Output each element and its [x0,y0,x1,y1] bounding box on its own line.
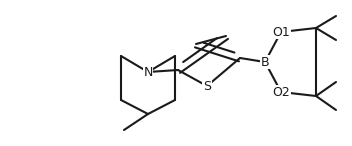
Text: O1: O1 [272,26,290,39]
Text: N: N [143,66,153,79]
Text: B: B [261,55,269,68]
Text: O2: O2 [272,86,290,99]
Text: S: S [203,80,211,93]
